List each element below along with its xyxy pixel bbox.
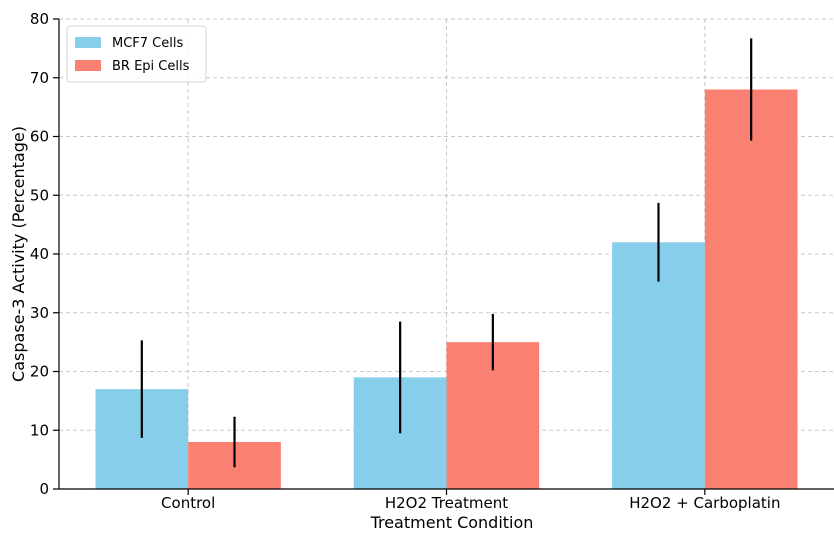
y-tick-label: 60 — [30, 128, 49, 146]
x-axis-title: Treatment Condition — [370, 513, 534, 530]
axes: 0 10 20 30 40 50 60 70 80 Control H2O2 Treatment H2… — [30, 10, 834, 512]
y-tick-label: 50 — [30, 186, 49, 204]
legend: MCF7 Cells BR Epi Cells — [66, 25, 207, 83]
legend-box — [66, 25, 207, 83]
x-tick-label: Control — [161, 494, 215, 512]
y-tick-label: 30 — [30, 304, 49, 322]
y-tick-label: 80 — [30, 10, 49, 28]
y-tick-label: 0 — [39, 480, 49, 498]
y-tick-label: 20 — [30, 363, 49, 381]
y-tick-label: 10 — [30, 421, 49, 439]
x-tick-label: H2O2 Treatment — [385, 494, 508, 512]
legend-swatch — [75, 37, 101, 48]
legend-label: MCF7 Cells — [112, 36, 183, 51]
bar — [704, 89, 798, 489]
legend-label: BR Epi Cells — [112, 59, 190, 74]
y-axis-title: Caspase-3 Activity (Percentage) — [9, 126, 28, 382]
bar — [612, 242, 705, 489]
bars — [95, 89, 798, 489]
x-tick-label: H2O2 + Carboplatin — [629, 494, 780, 512]
y-tick-label: 70 — [30, 69, 49, 87]
error-bars — [140, 38, 753, 468]
legend-swatch — [75, 60, 101, 71]
y-tick-label: 40 — [30, 245, 49, 263]
